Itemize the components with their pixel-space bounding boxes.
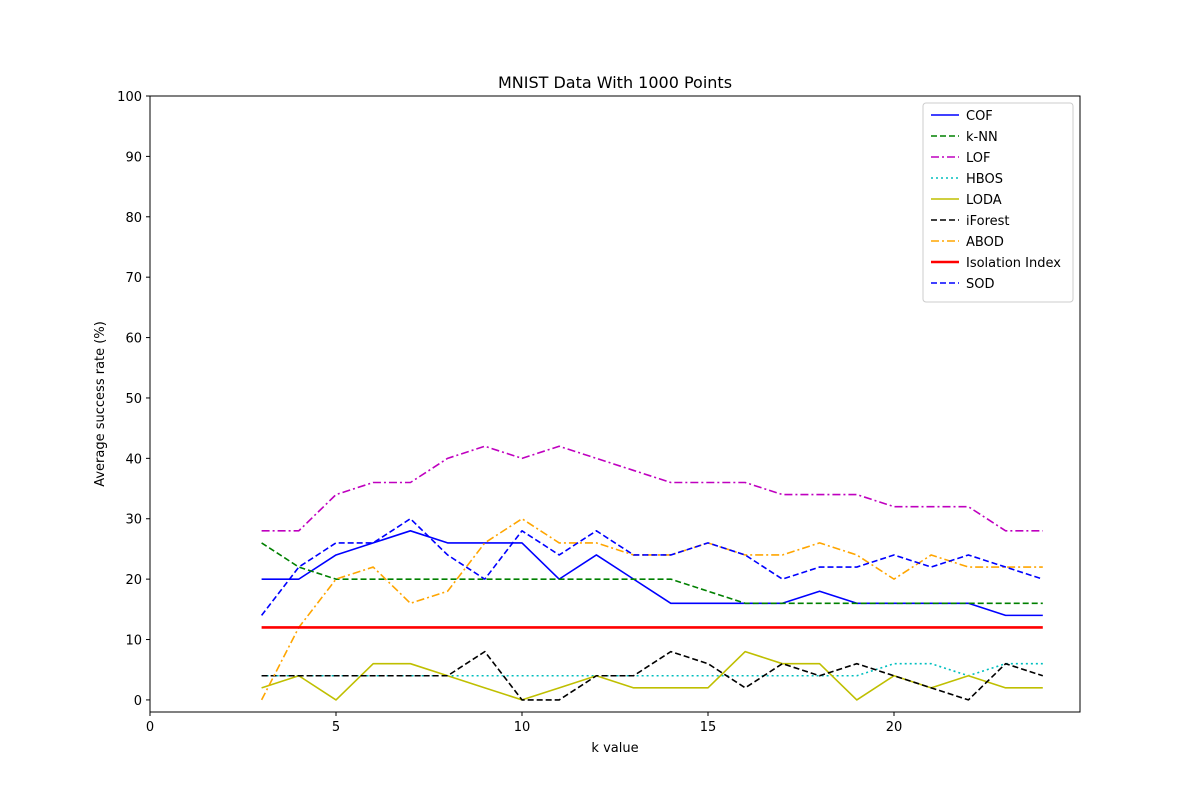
plot-frame — [149, 95, 1081, 713]
y-tick-label: 80 — [125, 211, 142, 226]
y-tick-label: 20 — [125, 573, 142, 588]
x-tick-label: 0 — [146, 720, 154, 735]
y-tick-label: 60 — [125, 332, 142, 347]
series-line-cof — [261, 530, 1043, 617]
legend-label-lof: LOF — [966, 151, 991, 166]
y-tick-label: 100 — [117, 90, 142, 105]
y-tick-label: 10 — [125, 634, 142, 649]
legend-label-abod: ABOD — [966, 235, 1004, 250]
legend-label-sod: SOD — [966, 277, 995, 292]
y-axis-label: Average success rate (%) — [93, 321, 108, 487]
legend-label-k-nn: k-NN — [966, 130, 998, 145]
y-tick-label: 70 — [125, 271, 142, 286]
plot-area — [149, 95, 1081, 713]
series-line-k-nn — [261, 542, 1043, 605]
x-tick-label: 15 — [700, 720, 717, 735]
legend-label-hbos: HBOS — [966, 172, 1003, 187]
x-axis: 0 5 10 15 20 — [146, 712, 902, 735]
legend-box — [922, 102, 1074, 303]
series-group — [260, 445, 1044, 701]
legend-label-loda: LODA — [966, 193, 1002, 208]
chart-title: MNIST Data With 1000 Points — [498, 73, 732, 92]
x-tick-label: 10 — [514, 720, 531, 735]
y-tick-label: 50 — [125, 392, 142, 407]
x-tick-label: 20 — [886, 720, 903, 735]
series-line-lof — [261, 445, 1043, 532]
y-tick-label: 0 — [134, 694, 142, 709]
x-axis-label: k value — [591, 741, 638, 756]
y-tick-label: 40 — [125, 452, 142, 467]
x-tick-label: 5 — [332, 720, 340, 735]
series-line-iforest — [261, 650, 1044, 701]
series-line-loda — [261, 650, 1043, 701]
series-line-sod — [260, 517, 1044, 616]
y-tick-label: 90 — [125, 150, 142, 165]
legend-label-cof: COF — [966, 109, 993, 124]
legend-label-isolation-index: Isolation Index — [966, 256, 1061, 271]
y-tick-label: 30 — [125, 513, 142, 528]
legend: COF k-NN LOF HBOS LODA iForest ABOD Isolation I… — [922, 102, 1074, 303]
y-axis: 0 10 20 30 40 50 60 70 80 90 100 — [117, 90, 150, 709]
legend-label-iforest: iForest — [966, 214, 1010, 229]
